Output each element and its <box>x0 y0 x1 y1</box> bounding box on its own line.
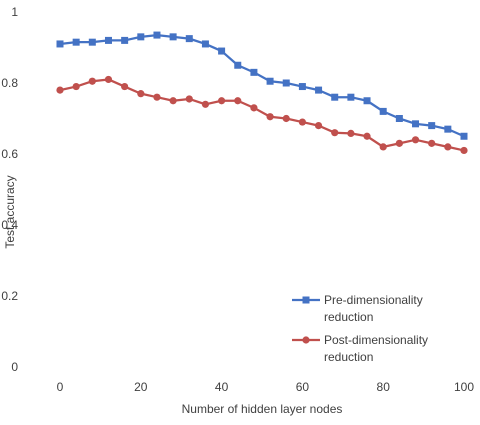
data-point-pre <box>412 120 420 128</box>
data-point-pre <box>153 31 161 39</box>
data-point-post <box>201 100 210 108</box>
legend-item-pre: Pre-dimensionality reduction <box>292 293 423 324</box>
y-tick-label: 0.8 <box>1 76 18 90</box>
data-point-pre <box>250 68 258 76</box>
data-point-post <box>444 143 452 151</box>
data-point-post <box>266 113 274 121</box>
data-point-pre <box>104 36 112 44</box>
legend-label: Pre-dimensionality <box>324 293 423 307</box>
data-point-post <box>169 97 177 105</box>
y-tick-label: 0.6 <box>1 147 18 161</box>
data-point-post <box>314 122 323 130</box>
data-point-post <box>331 129 339 137</box>
data-point-pre <box>428 122 436 130</box>
data-point-post <box>137 90 145 98</box>
data-point-post <box>411 136 420 144</box>
data-point-post <box>250 104 258 112</box>
data-point-pre <box>331 93 339 101</box>
data-point-pre <box>363 97 371 105</box>
data-point-post <box>460 146 468 155</box>
y-tick-label: 0 <box>11 360 18 374</box>
data-point-post <box>347 129 355 138</box>
data-point-pre <box>169 33 177 41</box>
data-point-post <box>56 86 64 94</box>
data-point-pre <box>395 115 403 122</box>
data-point-pre <box>72 38 80 46</box>
data-point-pre <box>201 40 209 48</box>
data-point-post <box>88 77 96 85</box>
data-point-pre <box>137 33 145 41</box>
data-point-post <box>428 139 436 147</box>
data-point-post <box>379 143 387 151</box>
x-tick-label: 100 <box>454 380 474 394</box>
data-point-pre <box>444 125 452 133</box>
data-point-post <box>395 139 403 147</box>
x-tick-label: 40 <box>215 380 229 394</box>
legend-item-post: Post-dimensionality reduction <box>292 333 428 364</box>
series-line-post <box>59 78 465 152</box>
data-point-post <box>234 97 242 105</box>
data-point-post <box>185 95 193 103</box>
legend: Pre-dimensionalityreductionPost-dimensio… <box>292 293 428 364</box>
data-point-pre <box>460 132 468 140</box>
x-tick-label: 20 <box>134 380 148 394</box>
y-tick-label: 1 <box>11 5 18 19</box>
y-axis-title: Test accuracy <box>3 175 17 248</box>
data-point-pre <box>347 93 355 101</box>
x-axis-title: Number of hidden layer nodes <box>182 402 343 416</box>
x-tick-label: 60 <box>296 380 310 394</box>
y-tick-label: 0.4 <box>1 218 18 232</box>
data-point-post <box>298 118 306 126</box>
data-point-pre <box>298 83 306 91</box>
data-point-post <box>282 114 290 123</box>
legend-square-marker <box>302 296 310 304</box>
data-point-post <box>153 93 161 101</box>
y-tick-label: 0.2 <box>1 289 18 303</box>
data-point-post <box>121 82 129 91</box>
data-point-pre <box>121 36 129 44</box>
data-point-pre <box>315 86 323 94</box>
data-point-post <box>104 75 113 84</box>
data-point-pre <box>234 61 242 69</box>
data-point-pre <box>266 77 274 85</box>
legend-label: reduction <box>324 310 373 324</box>
data-point-post <box>363 132 371 140</box>
x-tick-label: 0 <box>57 380 64 394</box>
data-point-pre <box>185 35 193 43</box>
x-tick-label: 80 <box>377 380 391 394</box>
series-layer <box>56 31 468 155</box>
legend-label: Post-dimensionality <box>324 333 428 347</box>
legend-label: reduction <box>324 350 373 364</box>
data-point-pre <box>88 38 96 46</box>
data-point-pre <box>282 79 290 87</box>
x-axis-tick-labels: 0 20 40 60 80 100 <box>57 380 475 394</box>
data-point-post <box>72 82 80 91</box>
data-point-pre <box>218 47 226 55</box>
data-point-pre <box>379 107 387 115</box>
data-point-pre <box>56 40 64 48</box>
y-axis-tick-labels: 0 0.2 0.4 0.6 0.8 1 <box>1 5 18 374</box>
legend-circle-marker <box>302 336 310 344</box>
data-point-post <box>218 97 226 105</box>
